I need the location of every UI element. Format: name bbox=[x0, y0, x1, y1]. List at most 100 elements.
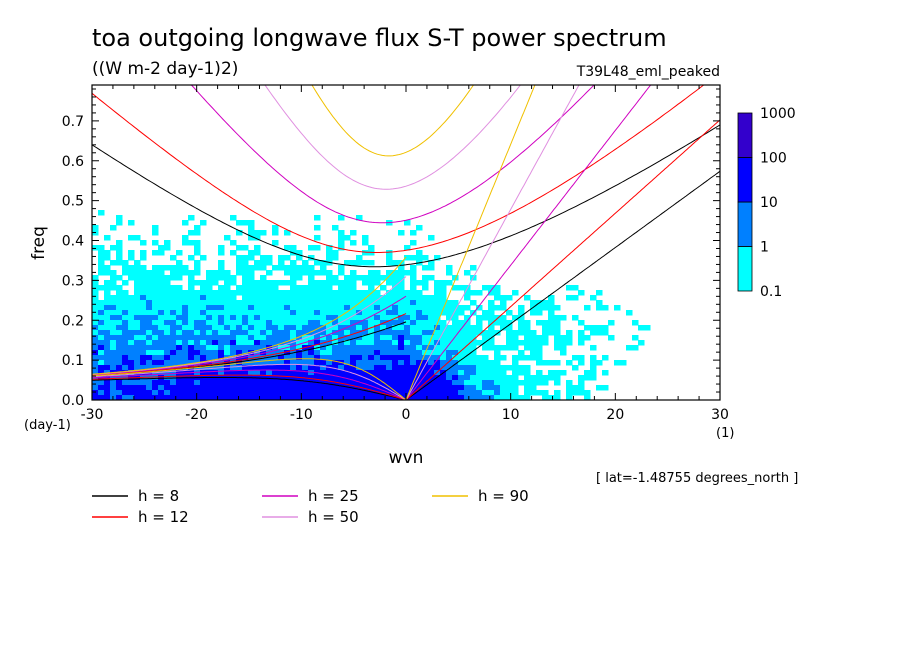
spectrum-cell bbox=[236, 285, 243, 291]
spectrum-cell bbox=[494, 370, 501, 376]
spectrum-cell bbox=[290, 305, 297, 311]
spectrum-cell bbox=[230, 315, 237, 321]
spectrum-cell bbox=[146, 340, 153, 346]
spectrum-cell bbox=[566, 330, 573, 336]
spectrum-cell bbox=[344, 345, 351, 351]
spectrum-cell bbox=[350, 380, 357, 386]
spectrum-cell bbox=[350, 270, 357, 276]
spectrum-cell bbox=[320, 385, 327, 391]
spectrum-cell bbox=[344, 365, 351, 371]
spectrum-cell bbox=[152, 285, 159, 291]
spectrum-cell bbox=[416, 280, 423, 286]
spectrum-cell bbox=[254, 350, 261, 356]
spectrum-cell bbox=[500, 370, 507, 376]
axis-ticks: -30 -20 -10 0 10 20 300.00.10.20.30.40.50.60.7 bbox=[62, 85, 729, 423]
spectrum-cell bbox=[422, 285, 429, 291]
spectrum-cell bbox=[260, 390, 267, 396]
spectrum-cell bbox=[446, 330, 453, 336]
spectrum-cell bbox=[446, 335, 453, 341]
spectrum-cell bbox=[374, 395, 381, 400]
spectrum-cell bbox=[194, 240, 201, 246]
spectrum-cell bbox=[494, 330, 501, 336]
spectrum-cell bbox=[362, 260, 369, 266]
spectrum-cell bbox=[194, 385, 201, 391]
spectrum-cell bbox=[320, 305, 327, 311]
spectrum-cell bbox=[434, 280, 441, 286]
spectrum-cell bbox=[356, 385, 363, 391]
spectrum-cell bbox=[236, 385, 243, 391]
spectrum-cell bbox=[482, 380, 489, 386]
spectrum-cell bbox=[638, 325, 645, 331]
spectrum-cell bbox=[116, 350, 123, 356]
spectrum-cell bbox=[254, 380, 261, 386]
spectrum-cell bbox=[290, 295, 297, 301]
spectrum-cell bbox=[272, 330, 279, 336]
spectrum-cell bbox=[236, 310, 243, 316]
spectrum-cell bbox=[440, 345, 447, 351]
spectrum-cell bbox=[236, 315, 243, 321]
spectrum-cell bbox=[134, 340, 141, 346]
spectrum-cell bbox=[92, 295, 99, 301]
spectrum-cell bbox=[260, 285, 267, 291]
colorbar-segment bbox=[737, 157, 753, 203]
spectrum-cell bbox=[392, 295, 399, 301]
spectrum-cell bbox=[170, 255, 177, 261]
spectrum-cell bbox=[368, 330, 375, 336]
spectrum-cell bbox=[428, 295, 435, 301]
spectrum-cell bbox=[326, 360, 333, 366]
spectrum-cell bbox=[146, 330, 153, 336]
spectrum-cell bbox=[524, 380, 531, 386]
spectrum-cell bbox=[272, 335, 279, 341]
spectrum-cell bbox=[434, 380, 441, 386]
spectrum-cell bbox=[416, 250, 423, 256]
spectrum-cell bbox=[110, 285, 117, 291]
spectrum-cell bbox=[302, 295, 309, 301]
spectrum-cell bbox=[512, 370, 519, 376]
spectrum-cell bbox=[518, 350, 525, 356]
spectrum-cell bbox=[554, 330, 561, 336]
spectrum-cell bbox=[512, 340, 519, 346]
spectrum-cell bbox=[392, 385, 399, 391]
spectrum-cell bbox=[518, 395, 525, 400]
spectrum-cell bbox=[98, 255, 105, 261]
spectrum-cell bbox=[236, 345, 243, 351]
spectrum-cell bbox=[92, 300, 99, 306]
spectrum-cell bbox=[518, 365, 525, 371]
spectrum-cell bbox=[146, 360, 153, 366]
spectrum-cell bbox=[266, 345, 273, 351]
spectrum-cell bbox=[464, 385, 471, 391]
spectrum-cell bbox=[332, 390, 339, 396]
spectrum-cell bbox=[236, 300, 243, 306]
spectrum-cell bbox=[290, 340, 297, 346]
spectrum-cell bbox=[110, 345, 117, 351]
spectrum-cell bbox=[638, 340, 645, 346]
spectrum-cell bbox=[500, 325, 507, 331]
spectrum-cell bbox=[170, 270, 177, 276]
spectrum-cell bbox=[326, 370, 333, 376]
spectrum-cell bbox=[458, 310, 465, 316]
spectrum-cell bbox=[92, 275, 99, 281]
spectrum-cell bbox=[194, 390, 201, 396]
spectrum-cell bbox=[188, 295, 195, 301]
spectrum-cell bbox=[254, 265, 261, 271]
spectrum-cell bbox=[182, 265, 189, 271]
spectrum-cell bbox=[404, 320, 411, 326]
spectrum-cell bbox=[248, 350, 255, 356]
spectrum-cell bbox=[242, 335, 249, 341]
spectrum-cell bbox=[374, 335, 381, 341]
spectrum-cell bbox=[452, 365, 459, 371]
spectrum-cell bbox=[488, 310, 495, 316]
spectrum-cell bbox=[122, 350, 129, 356]
spectrum-cell bbox=[584, 325, 591, 331]
spectrum-cell bbox=[260, 365, 267, 371]
spectrum-cell bbox=[332, 250, 339, 256]
spectrum-cell bbox=[146, 280, 153, 286]
spectrum-cell bbox=[368, 340, 375, 346]
spectrum-cell bbox=[224, 300, 231, 306]
spectrum-cell bbox=[176, 250, 183, 256]
spectrum-cell bbox=[266, 350, 273, 356]
spectrum-cell bbox=[392, 380, 399, 386]
spectrum-cell bbox=[176, 395, 183, 400]
spectrum-cell bbox=[608, 320, 615, 326]
spectrum-cell bbox=[452, 370, 459, 376]
